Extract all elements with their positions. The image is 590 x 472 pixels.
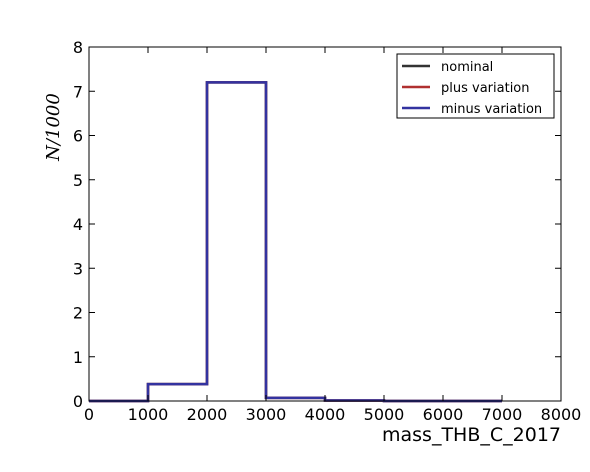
x-tick-label: 5000 (364, 405, 405, 424)
y-tick-label: 5 (73, 171, 83, 190)
x-tick-label: 7000 (482, 405, 523, 424)
x-axis-title: mass_THB_C_2017 (382, 424, 561, 446)
y-tick-label: 1 (73, 348, 83, 367)
x-tick-label: 6000 (423, 405, 464, 424)
series-line-plus-variation (89, 81, 502, 403)
series-layer (89, 81, 502, 403)
legend: nominal plus variation minus variation (396, 53, 555, 119)
x-tick-label: 8000 (541, 405, 582, 424)
x-tick-label: 2000 (187, 405, 228, 424)
y-tick-label: 3 (73, 259, 83, 278)
y-tick-label: 6 (73, 127, 83, 146)
series-line-minus-variation (89, 81, 502, 403)
x-tick-label: 0 (84, 405, 94, 424)
y-tick-label: 8 (73, 38, 83, 57)
x-tick-label: 4000 (305, 405, 346, 424)
y-tick-label: 0 (73, 392, 83, 411)
x-tick-label: 3000 (246, 405, 287, 424)
x-tick-label: 1000 (128, 405, 169, 424)
legend-label: minus variation (441, 102, 542, 117)
y-tick-label: 2 (73, 304, 83, 323)
legend-label: plus variation (441, 81, 530, 96)
y-tick-label: 4 (73, 215, 83, 234)
y-tick-label: 7 (73, 82, 83, 101)
legend-label: nominal (441, 60, 493, 75)
tick-layer: 0 1000 2000 3000 4000 5000 6000 7000 8000 0 1 2 3 4 5 6… (73, 38, 582, 424)
series-line-nominal (89, 81, 502, 403)
y-axis-title: N/1000 (43, 93, 64, 162)
